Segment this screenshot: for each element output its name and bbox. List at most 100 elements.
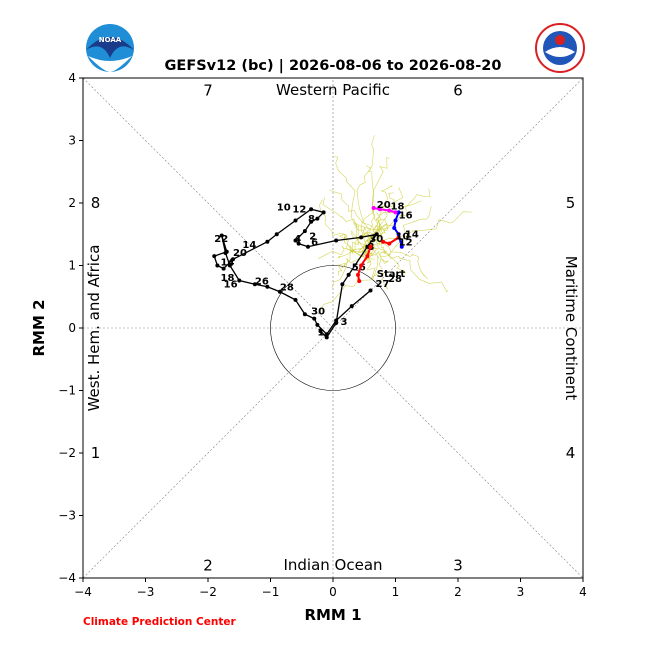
ensemble-member-line xyxy=(370,236,448,293)
observed-point xyxy=(274,232,279,237)
observed-point xyxy=(265,239,270,244)
observed-point xyxy=(302,312,307,317)
observed-day-label: 1 xyxy=(317,328,324,339)
ensemble-member-line xyxy=(367,187,404,260)
x-tick-label: −2 xyxy=(199,585,217,599)
x-tick-label: −3 xyxy=(137,585,155,599)
observed-point xyxy=(309,207,314,212)
observed-point xyxy=(324,332,329,337)
y-tick-label: 4 xyxy=(68,71,76,85)
observed-point xyxy=(368,288,373,293)
observed-point xyxy=(215,263,220,268)
forecast-point xyxy=(392,226,397,230)
ensemble-member-line xyxy=(361,206,432,253)
ensemble-member-line xyxy=(337,241,371,276)
ensemble-member-line xyxy=(372,157,390,239)
ensemble-member-line xyxy=(317,244,374,259)
region-label-right: Maritime Continent xyxy=(562,256,580,401)
observed-point xyxy=(374,232,379,237)
ensemble-member-line xyxy=(322,197,370,238)
observed-point xyxy=(315,322,320,327)
observed-point xyxy=(293,218,298,223)
svg-text:NOAA: NOAA xyxy=(99,36,122,44)
observed-day-label: 20 xyxy=(233,248,247,259)
x-tick-label: −4 xyxy=(74,585,92,599)
ensemble-member-line xyxy=(332,155,380,259)
ensemble-member-line xyxy=(353,200,422,245)
observed-day-label: 12 xyxy=(292,204,306,215)
phase-number: 1 xyxy=(91,444,101,462)
phase-number: 8 xyxy=(91,194,101,212)
ensemble-member-line xyxy=(368,240,428,280)
observed-point xyxy=(334,238,339,243)
ensemble-member-line xyxy=(337,242,379,259)
observed-point xyxy=(334,318,339,323)
region-label-top: Western Pacific xyxy=(276,81,390,99)
forecast-day-label: 18 xyxy=(391,201,405,212)
phase-number: 2 xyxy=(203,557,213,575)
observed-day-label: 16 xyxy=(224,279,238,290)
observed-point xyxy=(296,241,301,246)
forecast-point xyxy=(359,263,364,268)
y-tick-label: 0 xyxy=(68,321,76,335)
unit-circle xyxy=(270,265,396,391)
forecast-point xyxy=(393,210,398,215)
phase-number: 4 xyxy=(566,444,576,462)
ensemble-member-line xyxy=(331,239,374,289)
observed-day-label: 8 xyxy=(308,214,315,225)
forecast-point xyxy=(356,272,360,277)
nws-logo xyxy=(535,23,585,73)
ensemble-member-line xyxy=(329,189,380,238)
forecast-point xyxy=(381,239,385,244)
observed-day-label: 14 xyxy=(242,240,256,251)
ensemble-member-line xyxy=(369,250,407,274)
y-tick-label: −4 xyxy=(58,571,76,585)
observed-point xyxy=(221,266,226,271)
observed-day-label: 27 xyxy=(376,279,390,290)
observed-day-label: 18 xyxy=(221,273,235,284)
x-tick-label: 3 xyxy=(517,585,525,599)
observed-point xyxy=(365,244,370,249)
phase-number: 7 xyxy=(203,82,213,100)
y-tick-label: −3 xyxy=(58,509,76,523)
observed-day-label: 28 xyxy=(388,274,402,285)
observed-point xyxy=(321,210,326,215)
x-tick-label: 2 xyxy=(454,585,462,599)
observed-point xyxy=(231,257,235,262)
observed-line xyxy=(213,208,379,339)
observed-day-label: 3 xyxy=(341,317,348,328)
credit-text: Climate Prediction Center xyxy=(83,616,236,628)
forecast-point xyxy=(396,232,401,237)
x-tick-label: 4 xyxy=(579,585,587,599)
observed-point xyxy=(309,219,314,224)
observed-point xyxy=(227,263,232,268)
y-tick-label: −2 xyxy=(58,446,76,460)
forecast-line xyxy=(373,207,396,214)
forecast-day-label: 20 xyxy=(377,200,391,211)
observed-point xyxy=(349,304,354,309)
observed-point xyxy=(265,284,270,289)
observed-day-label: 10 xyxy=(277,203,291,214)
forecast-point xyxy=(377,207,382,212)
observed-day-label: 30 xyxy=(369,234,383,245)
x-axis-label: RMM 1 xyxy=(304,606,361,624)
observed-point xyxy=(306,244,310,249)
forecast-point xyxy=(371,206,376,210)
observed-point xyxy=(277,289,282,294)
forecast-point xyxy=(396,210,401,215)
ensemble-member-line xyxy=(319,199,360,256)
observed-day-label: 22 xyxy=(214,234,228,245)
region-label-left: West. Hem. and Africa xyxy=(85,245,103,412)
y-tick-label: 3 xyxy=(68,134,76,148)
forecast-day-label: 12 xyxy=(399,238,413,249)
ensemble-member-line xyxy=(366,192,395,242)
forecast-point xyxy=(368,244,373,249)
observed-day-label: 2 xyxy=(309,231,316,242)
forecast-point xyxy=(399,244,404,249)
forecast-point xyxy=(387,208,392,213)
observed-point xyxy=(252,282,257,287)
observed-point xyxy=(324,335,329,340)
ensemble-member-line xyxy=(378,240,389,270)
observed-point xyxy=(302,229,307,234)
